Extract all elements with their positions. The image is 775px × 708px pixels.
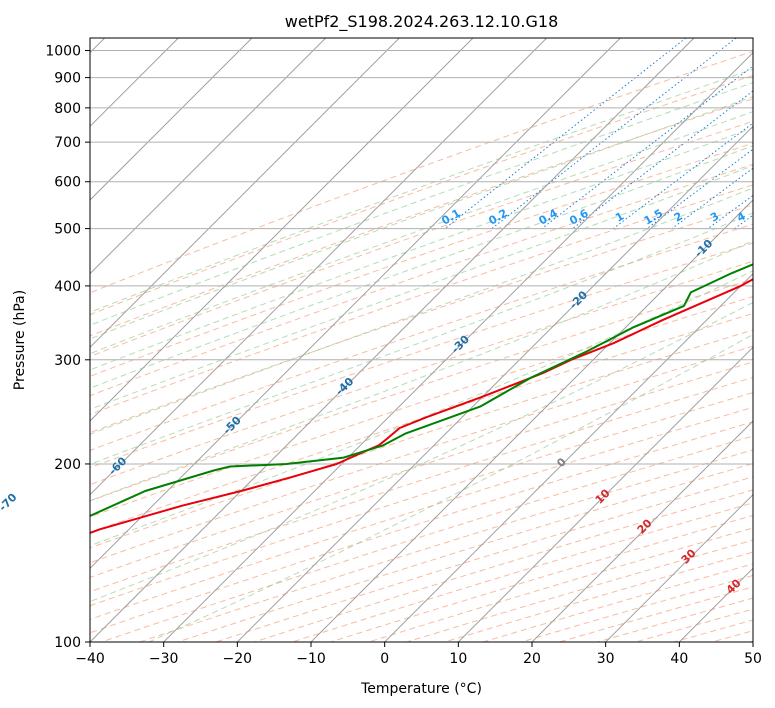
y-tick-label: 100: [54, 635, 81, 651]
dry-adiabat: [90, 376, 753, 593]
y-tick-label: 400: [54, 279, 81, 295]
dry-adiabat: [292, 502, 753, 642]
isotherm-line: [90, 38, 327, 275]
y-tick-label: 800: [54, 101, 81, 117]
dry-adiabat: [90, 184, 753, 415]
y-tick-label: 1000: [45, 44, 81, 60]
x-axis-label: Temperature (°C): [360, 681, 482, 697]
x-axis-ticks: −40 −30 −20 −10 0 10 20 30 40 50: [75, 642, 762, 667]
isotherm-line: [236, 125, 753, 642]
mixing-ratio-line: [612, 122, 753, 229]
isotherm-line: [90, 38, 695, 642]
y-tick-label: 600: [54, 175, 81, 191]
dry-adiabat: [90, 345, 753, 564]
x-tick-label: 50: [744, 651, 762, 667]
x-tick-label: 10: [449, 651, 467, 667]
dry-adiabat: [90, 329, 753, 549]
isotherm-line: [310, 199, 753, 642]
x-tick-label: 0: [380, 651, 389, 667]
y-tick-label: 200: [54, 457, 81, 473]
moist-adiabat: [90, 127, 753, 371]
y-tick-label: 500: [54, 222, 81, 238]
x-tick-label: 20: [523, 651, 541, 667]
y-tick-label: 700: [54, 135, 81, 151]
dry-adiabat: [90, 98, 753, 337]
isotherm-line: [90, 38, 621, 570]
dry-adiabat: [90, 361, 753, 578]
isotherm-line: [384, 272, 753, 642]
y-tick-label: 300: [54, 353, 81, 369]
dry-adiabat: [330, 514, 753, 642]
y-tick-label: 900: [54, 71, 81, 87]
moist-adiabat: [90, 240, 753, 502]
plot-frame: [89, 37, 754, 643]
plot-area: [90, 38, 753, 642]
moist-adiabat: [90, 270, 753, 547]
x-tick-label: −30: [149, 651, 179, 667]
isotherm-line: [605, 493, 753, 642]
chart-title: wetPf2_S198.2024.263.12.10.G18: [285, 12, 559, 32]
dry-adiabat: [215, 476, 753, 642]
moist-adiabat: [90, 111, 753, 355]
y-axis-ticks: 1000 900 800 700 600 500 400 300 200 100: [45, 44, 90, 651]
dewpoint-trace: [90, 263, 753, 518]
dry-adiabat: [90, 120, 753, 357]
isotherm-line: [90, 38, 548, 496]
y-axis-label: Pressure (hPa): [12, 290, 28, 390]
background-lines: [90, 38, 753, 642]
mixing-ratio-line: [444, 38, 687, 229]
moist-adiabat: [90, 301, 753, 603]
isotherm-line: [90, 38, 400, 349]
dry-adiabat: [90, 142, 753, 377]
dry-adiabat: [90, 223, 753, 451]
grid-lines: [90, 38, 753, 642]
x-tick-label: −20: [223, 651, 253, 667]
isotherm-line: [90, 38, 474, 422]
mixing-ratio-line: [541, 65, 753, 229]
moist-adiabat: [148, 333, 753, 642]
x-tick-label: 40: [670, 651, 688, 667]
x-tick-label: −10: [296, 651, 326, 667]
x-tick-label: −40: [75, 651, 105, 667]
dry-adiabat: [90, 163, 753, 397]
moist-adiabat: [90, 82, 753, 326]
dry-adiabat: [254, 489, 753, 642]
moist-adiabat: [90, 68, 753, 313]
moist-adiabat: [90, 165, 753, 410]
isotherm-line: [90, 38, 253, 201]
sounding-traces: [90, 263, 753, 534]
dry-adiabat: [177, 462, 753, 642]
isotherm-line: [531, 420, 753, 642]
isotherm-line: [163, 51, 753, 642]
isotherm-line: [457, 346, 753, 642]
x-tick-label: 30: [597, 651, 615, 667]
